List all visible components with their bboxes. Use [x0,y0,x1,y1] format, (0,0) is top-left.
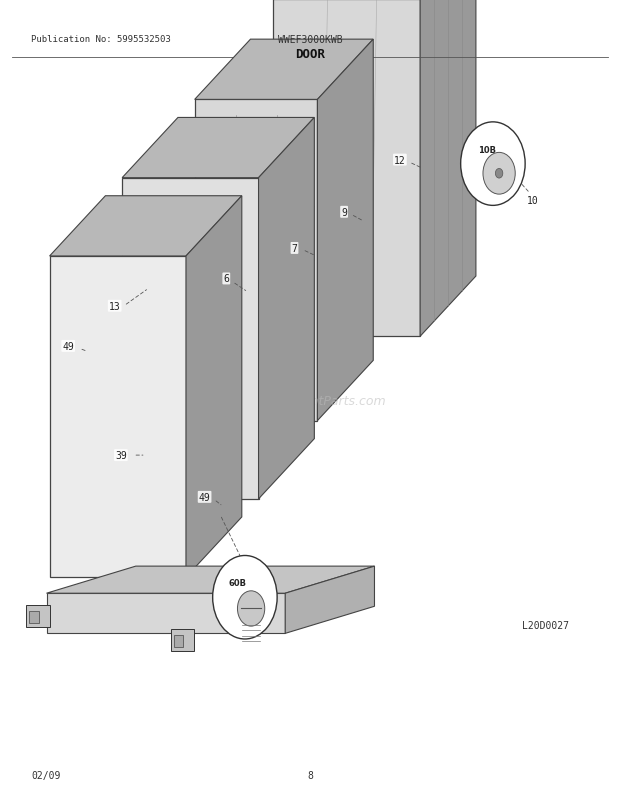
Text: 13: 13 [109,302,120,311]
Circle shape [495,169,503,179]
Text: WWEF3000KWB: WWEF3000KWB [278,34,342,44]
Text: 10: 10 [528,196,539,205]
Polygon shape [420,0,476,337]
Polygon shape [46,566,374,593]
Polygon shape [122,118,314,178]
Polygon shape [186,196,242,577]
Text: 60B: 60B [228,578,247,588]
Bar [50,257,186,577]
Text: 7: 7 [291,244,298,253]
Polygon shape [50,196,242,257]
Text: 39: 39 [115,451,126,460]
Bar [195,100,317,421]
Text: 10B: 10B [477,145,496,155]
Polygon shape [285,566,374,634]
Text: 8: 8 [307,770,313,780]
Text: 49: 49 [199,492,210,502]
Circle shape [483,153,515,195]
Circle shape [213,556,277,639]
Bar [26,605,50,627]
Circle shape [237,591,265,626]
Bar [174,635,183,646]
Bar [46,593,285,634]
Polygon shape [259,118,314,499]
Polygon shape [317,40,373,421]
Text: DOOR: DOOR [295,48,325,61]
Text: L20D0027: L20D0027 [522,621,569,630]
Polygon shape [195,40,373,100]
Bar [29,611,38,622]
Text: 49: 49 [63,342,74,351]
Text: eReplacementParts.com: eReplacementParts.com [234,395,386,407]
Bar [170,629,194,651]
Text: 12: 12 [394,156,405,165]
Bar [122,178,259,499]
Circle shape [461,123,525,206]
Text: Publication No: 5995532503: Publication No: 5995532503 [31,34,171,43]
Text: 6: 6 [223,274,229,284]
Text: 02/09: 02/09 [31,770,60,780]
Text: 9: 9 [341,208,347,217]
Bar [273,0,420,337]
